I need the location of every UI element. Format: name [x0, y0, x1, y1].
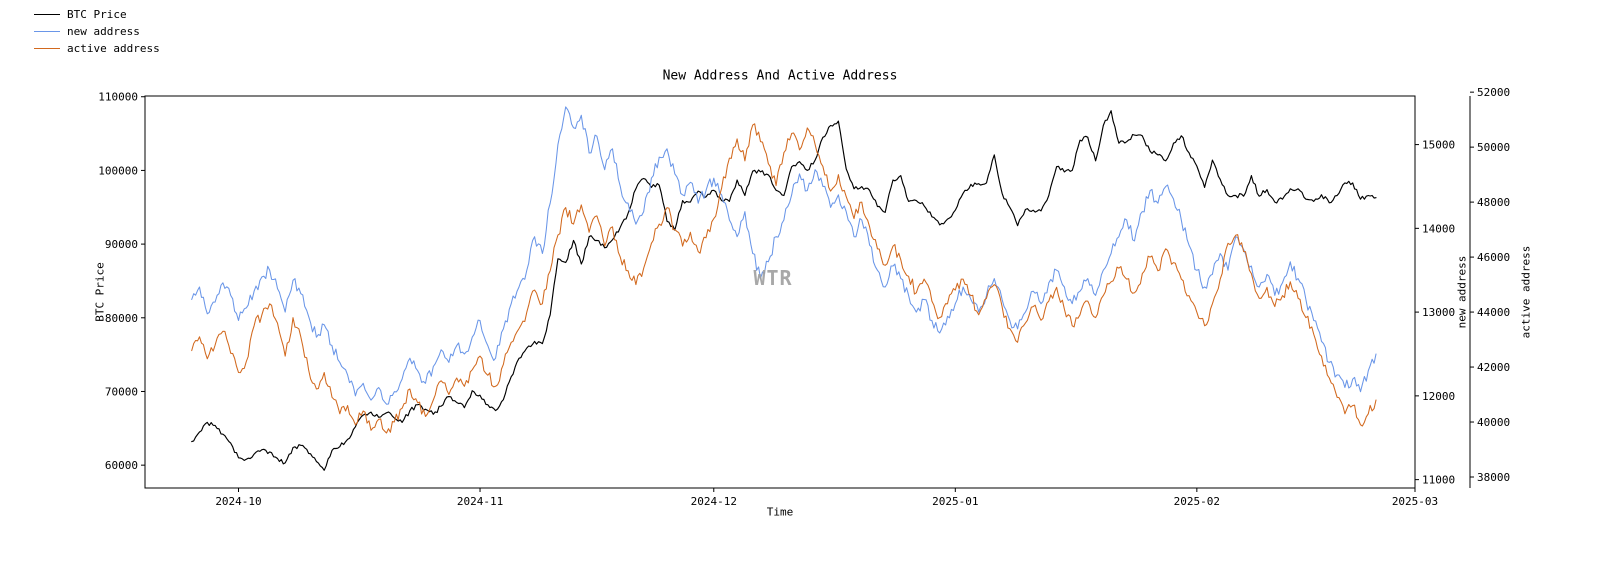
- y-axis-label-btc-price: BTC Price: [93, 262, 107, 322]
- legend-item-btc-price: BTC Price: [34, 8, 160, 21]
- legend: BTC Price new address active address: [34, 8, 160, 55]
- right-outer-y-tick-label: 48000: [1477, 196, 1510, 209]
- legend-line-swatch-active-address: [34, 48, 60, 49]
- series-line-new-address: [191, 106, 1377, 405]
- right-outer-y-tick-label: 42000: [1477, 361, 1510, 374]
- legend-label-new-address: new address: [67, 25, 140, 38]
- legend-item-active-address: active address: [34, 42, 160, 55]
- left-y-tick-label: 90000: [105, 238, 138, 251]
- x-tick-label: 2025-02: [1174, 495, 1220, 508]
- x-axis-label-time: Time: [766, 505, 794, 519]
- right-inner-y-tick-label: 13000: [1422, 306, 1455, 319]
- left-y-tick-label: 70000: [105, 385, 138, 398]
- chart-title: New Address And Active Address: [662, 68, 898, 84]
- legend-label-btc-price: BTC Price: [67, 8, 127, 21]
- legend-label-active-address: active address: [67, 42, 160, 55]
- watermark-text: WTR: [753, 266, 793, 290]
- x-tick-label: 2024-10: [215, 495, 261, 508]
- left-y-tick-label: 100000: [98, 164, 138, 177]
- right-inner-y-tick-label: 14000: [1422, 222, 1455, 235]
- y-axis-label-new-address: new address: [1455, 255, 1469, 329]
- left-y-tick-label: 110000: [98, 91, 138, 104]
- right-inner-y-tick-label: 15000: [1422, 139, 1455, 152]
- legend-item-new-address: new address: [34, 25, 160, 38]
- left-y-tick-label: 60000: [105, 459, 138, 472]
- series-line-active-address: [191, 123, 1377, 434]
- right-outer-y-tick-label: 40000: [1477, 416, 1510, 429]
- series-line-btc-price: [191, 110, 1377, 471]
- left-y-tick-label: 80000: [105, 312, 138, 325]
- plot-frame: [144, 95, 1416, 489]
- right-outer-y-tick-label: 38000: [1477, 471, 1510, 484]
- legend-line-swatch-new-address: [34, 31, 60, 32]
- right-inner-y-tick-label: 11000: [1422, 474, 1455, 487]
- right-outer-y-tick-label: 46000: [1477, 251, 1510, 264]
- right-outer-y-tick-label: 52000: [1477, 86, 1510, 99]
- legend-line-swatch-btc-price: [34, 14, 60, 15]
- y-axis-label-active-address: active address: [1519, 245, 1533, 339]
- x-tick-label: 2025-03: [1392, 495, 1438, 508]
- x-tick-label: 2025-01: [932, 495, 978, 508]
- x-tick-label: 2024-11: [457, 495, 503, 508]
- right-outer-y-tick-label: 44000: [1477, 306, 1510, 319]
- x-tick-label: 2024-12: [691, 495, 737, 508]
- right-outer-y-tick-label: 50000: [1477, 141, 1510, 154]
- right-inner-y-tick-label: 12000: [1422, 390, 1455, 403]
